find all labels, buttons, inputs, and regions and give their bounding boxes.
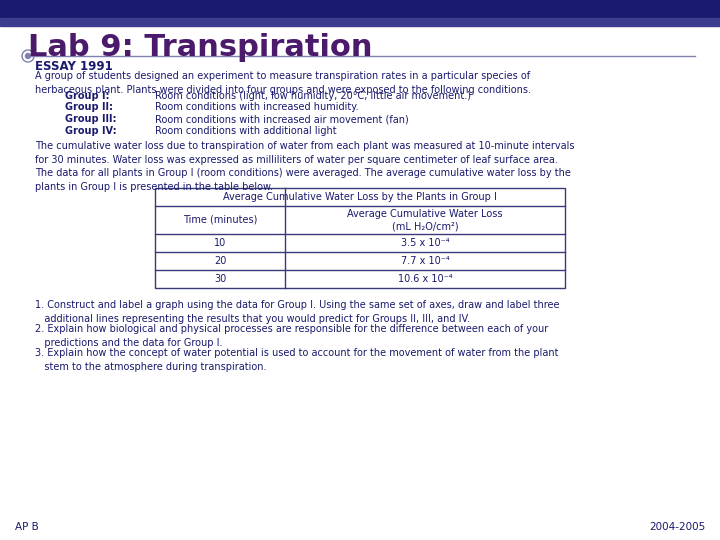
Text: 20: 20 <box>214 256 226 266</box>
Bar <box>0 0 720 18</box>
Text: 2. Explain how biological and physical processes are responsible for the differe: 2. Explain how biological and physical p… <box>35 324 548 348</box>
Text: AP B: AP B <box>15 522 39 532</box>
Text: Group III:: Group III: <box>65 114 117 124</box>
Text: A group of students designed an experiment to measure transpiration rates in a p: A group of students designed an experime… <box>35 71 531 94</box>
Text: Group IV:: Group IV: <box>65 125 117 136</box>
Text: Room conditions (light, low humidity, 20°C, little air movement.): Room conditions (light, low humidity, 20… <box>155 91 471 101</box>
Text: Room conditions with increased air movement (fan): Room conditions with increased air movem… <box>155 114 409 124</box>
Text: Group II:: Group II: <box>65 103 113 112</box>
Text: Average Cumulative Water Loss by the Plants in Group I: Average Cumulative Water Loss by the Pla… <box>223 192 497 202</box>
Circle shape <box>25 53 30 58</box>
Text: Group I:: Group I: <box>65 91 109 101</box>
Text: 1. Construct and label a graph using the data for Group I. Using the same set of: 1. Construct and label a graph using the… <box>35 300 559 323</box>
Text: Room conditions with additional light: Room conditions with additional light <box>155 125 337 136</box>
Text: 3.5 x 10⁻⁴: 3.5 x 10⁻⁴ <box>401 238 449 248</box>
Text: Average Cumulative Water Loss
(mL H₂O/cm²): Average Cumulative Water Loss (mL H₂O/cm… <box>347 209 503 231</box>
Text: 3. Explain how the concept of water potential is used to account for the movemen: 3. Explain how the concept of water pote… <box>35 348 559 372</box>
Text: 30: 30 <box>214 274 226 284</box>
Text: The cumulative water loss due to transpiration of water from each plant was meas: The cumulative water loss due to transpi… <box>35 141 575 192</box>
Text: 2004-2005: 2004-2005 <box>649 522 705 532</box>
Text: 7.7 x 10⁻⁴: 7.7 x 10⁻⁴ <box>400 256 449 266</box>
Bar <box>0 18 720 26</box>
Text: Room conditions with increased humidity.: Room conditions with increased humidity. <box>155 103 359 112</box>
Text: 10.6 x 10⁻⁴: 10.6 x 10⁻⁴ <box>397 274 452 284</box>
Text: Lab 9: Transpiration: Lab 9: Transpiration <box>28 33 372 62</box>
Text: 10: 10 <box>214 238 226 248</box>
Text: ESSAY 1991: ESSAY 1991 <box>35 60 113 73</box>
Bar <box>155 188 565 288</box>
Text: Time (minutes): Time (minutes) <box>183 215 257 225</box>
